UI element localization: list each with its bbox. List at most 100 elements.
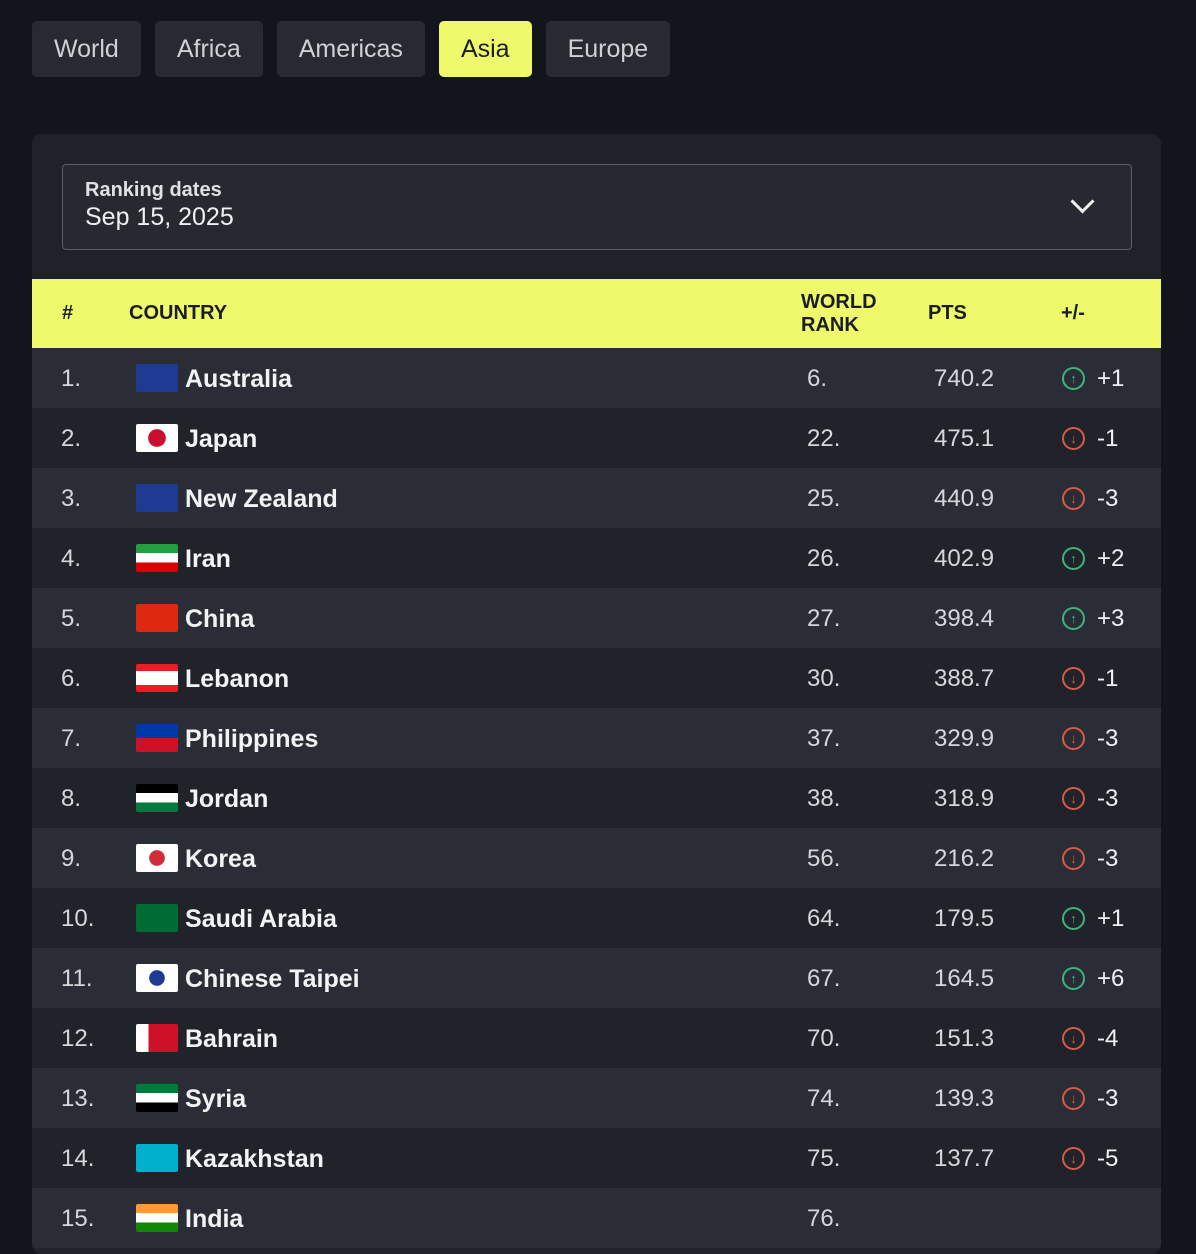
points: 388.7 (934, 665, 995, 692)
rank-change: -4 (1097, 1025, 1119, 1052)
country-name[interactable]: Philippines (185, 725, 319, 753)
points: 475.1 (934, 425, 995, 452)
world-rank: 70. (807, 1025, 841, 1052)
world-rank: 75. (807, 1145, 841, 1172)
rank-change: -3 (1097, 1085, 1119, 1112)
table-row[interactable]: 8. Jordan 38. 318.9 ↓ -3 (32, 768, 1161, 828)
country-name[interactable]: Syria (185, 1085, 247, 1113)
flag-icon (136, 784, 178, 812)
table-row[interactable]: 14. Kazakhstan 75. 137.7 ↓ -5 (32, 1128, 1161, 1188)
arrow-down-circle-icon: ↓ (1062, 427, 1085, 450)
region-tabs: World Africa Americas Asia Europe (32, 21, 671, 77)
tab-americas[interactable]: Americas (276, 21, 425, 77)
world-rank: 56. (807, 845, 841, 872)
arrow-up-circle-icon: ↑ (1062, 907, 1085, 930)
country-name[interactable]: Lebanon (185, 665, 290, 693)
rank: 3. (61, 485, 82, 512)
arrow-up-circle-icon: ↑ (1062, 967, 1085, 990)
rank: 2. (61, 425, 82, 452)
dropdown-label: Ranking dates (85, 179, 222, 201)
points: 398.4 (934, 605, 995, 632)
flag-icon (136, 904, 178, 932)
points: 164.5 (934, 965, 995, 992)
rank-change: +1 (1097, 905, 1125, 932)
world-rank: 25. (807, 485, 841, 512)
ranking-date-dropdown[interactable]: Ranking dates Sep 15, 2025 (62, 164, 1132, 250)
rank: 8. (61, 785, 82, 812)
arrow-down-circle-icon: ↓ (1062, 1027, 1085, 1050)
arrow-down-circle-icon: ↓ (1062, 1147, 1085, 1170)
world-rank: 27. (807, 605, 841, 632)
country-name[interactable]: China (185, 605, 255, 633)
table-body: 1. Australia 6. 740.2 ↑ +1 2. Japan 22. 475.1 ↓ -1 3… (32, 348, 1161, 1248)
rank-change: -3 (1097, 845, 1119, 872)
points: 137.7 (934, 1145, 995, 1172)
table-row[interactable]: 12. Bahrain 70. 151.3 ↓ -4 (32, 1008, 1161, 1068)
flag-icon (136, 604, 178, 632)
flag-icon (136, 364, 178, 392)
rank: 10. (61, 905, 95, 932)
tab-africa[interactable]: Africa (154, 21, 263, 77)
chevron-down-icon (1070, 189, 1095, 214)
world-rank: 37. (807, 725, 841, 752)
rank-change: -3 (1097, 785, 1119, 812)
table-row[interactable]: 4. Iran 26. 402.9 ↑ +2 (32, 528, 1161, 588)
table-row[interactable]: 15. India 76. (32, 1188, 1161, 1248)
flag-icon (136, 544, 178, 572)
world-rank: 67. (807, 965, 841, 992)
country-name[interactable]: Korea (185, 845, 256, 873)
arrow-down-circle-icon: ↓ (1062, 667, 1085, 690)
tab-europe[interactable]: Europe (545, 21, 671, 77)
rank: 12. (61, 1025, 95, 1052)
rank: 4. (61, 545, 82, 572)
country-name[interactable]: Bahrain (185, 1025, 279, 1053)
arrow-down-circle-icon: ↓ (1062, 727, 1085, 750)
points: 179.5 (934, 905, 995, 932)
points: 329.9 (934, 725, 995, 752)
points: 740.2 (934, 365, 995, 392)
points: 151.3 (934, 1025, 995, 1052)
world-rank: 76. (807, 1205, 841, 1232)
table-row[interactable]: 7. Philippines 37. 329.9 ↓ -3 (32, 708, 1161, 768)
country-name[interactable]: Chinese Taipei (185, 965, 360, 993)
country-name[interactable]: Saudi Arabia (185, 905, 337, 933)
rank: 11. (61, 965, 93, 992)
arrow-up-circle-icon: ↑ (1062, 367, 1085, 390)
table-row[interactable]: 2. Japan 22. 475.1 ↓ -1 (32, 408, 1161, 468)
country-name[interactable]: Kazakhstan (185, 1145, 324, 1173)
rank: 14. (61, 1145, 95, 1172)
tab-world[interactable]: World (32, 21, 141, 77)
table-row[interactable]: 3. New Zealand 25. 440.9 ↓ -3 (32, 468, 1161, 528)
country-name[interactable]: Iran (185, 545, 231, 573)
header-world-rank: WORLD RANK (801, 291, 877, 336)
table-row[interactable]: 1. Australia 6. 740.2 ↑ +1 (32, 348, 1161, 408)
country-name[interactable]: Jordan (185, 785, 269, 813)
flag-icon (136, 424, 178, 452)
flag-icon (136, 1084, 178, 1112)
tab-asia[interactable]: Asia (438, 21, 532, 77)
country-name[interactable]: India (185, 1205, 244, 1233)
country-name[interactable]: Australia (185, 365, 292, 393)
rank: 9. (61, 845, 82, 872)
arrow-down-circle-icon: ↓ (1062, 1087, 1085, 1110)
header-rank: # (62, 302, 74, 324)
table-row[interactable]: 9. Korea 56. 216.2 ↓ -3 (32, 828, 1161, 888)
world-rank: 26. (807, 545, 841, 572)
rank-change: +6 (1097, 965, 1125, 992)
table-row[interactable]: 6. Lebanon 30. 388.7 ↓ -1 (32, 648, 1161, 708)
country-name[interactable]: Japan (185, 425, 258, 453)
table-row[interactable]: 11. Chinese Taipei 67. 164.5 ↑ +6 (32, 948, 1161, 1008)
table-row[interactable]: 13. Syria 74. 139.3 ↓ -3 (32, 1068, 1161, 1128)
rank: 6. (61, 665, 82, 692)
table-row[interactable]: 10. Saudi Arabia 64. 179.5 ↑ +1 (32, 888, 1161, 948)
rank: 1. (61, 365, 82, 392)
points: 318.9 (934, 785, 995, 812)
flag-icon (136, 484, 178, 512)
flag-icon (136, 1204, 178, 1232)
arrow-down-circle-icon: ↓ (1062, 847, 1085, 870)
country-name[interactable]: New Zealand (185, 485, 338, 513)
rank-change: +1 (1097, 365, 1125, 392)
arrow-up-circle-icon: ↑ (1062, 607, 1085, 630)
table-row[interactable]: 5. China 27. 398.4 ↑ +3 (32, 588, 1161, 648)
flag-icon (136, 964, 178, 992)
